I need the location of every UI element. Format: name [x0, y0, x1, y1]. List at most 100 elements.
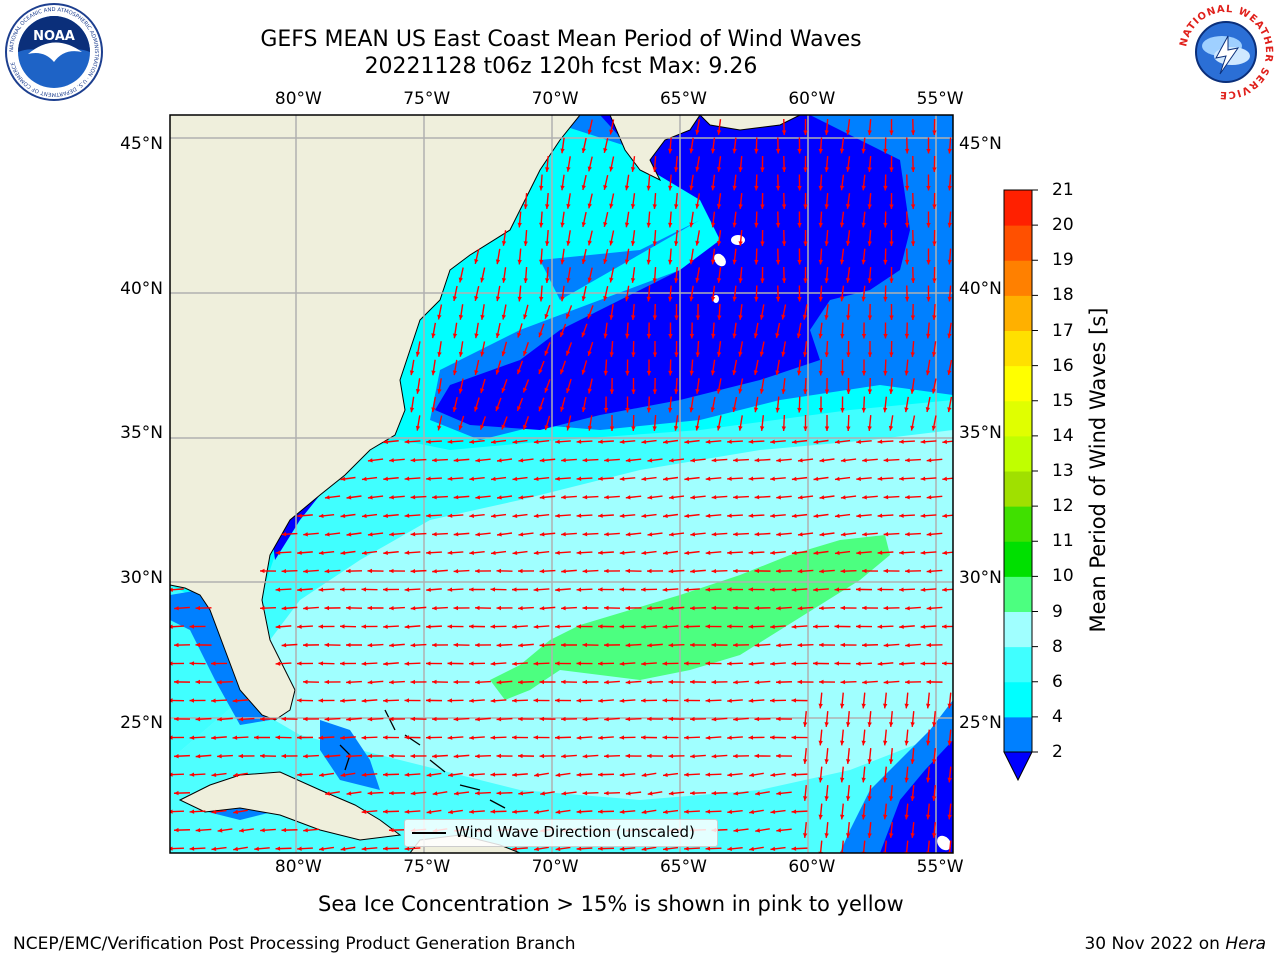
wave-direction-arrowhead [625, 458, 631, 463]
wave-direction-arrowhead [560, 406, 565, 412]
wave-direction-arrowhead [432, 569, 437, 574]
wave-direction-arrowhead [604, 495, 609, 500]
wave-direction-arrowhead [389, 643, 394, 648]
lon-tick-label: 55°W [916, 857, 964, 877]
wave-direction-arrowhead [759, 314, 765, 320]
wave-direction-arrowhead [748, 476, 754, 481]
wave-direction-arrowhead [646, 185, 651, 191]
wave-direction-arrowhead [297, 624, 302, 629]
wave-direction-arrowhead [791, 698, 797, 703]
wave-direction-arrowhead [839, 148, 845, 154]
wave-direction-arrowhead [867, 241, 872, 246]
wave-direction-arrowhead [652, 241, 657, 246]
wave-direction-arrowhead [738, 351, 743, 357]
wave-direction-arrowhead [560, 296, 565, 302]
wave-direction-arrowhead [883, 568, 889, 574]
wave-direction-arrowhead [581, 296, 586, 301]
wave-direction-arrowhead [496, 716, 502, 722]
wave-direction-arrowhead [947, 259, 952, 265]
wave-direction-arrowhead [845, 241, 851, 246]
wave-direction-arrowhead [587, 388, 592, 394]
wave-direction-arrowhead [684, 661, 689, 666]
wave-direction-arrowhead [545, 204, 550, 209]
wave-direction-arrowhead [475, 495, 481, 500]
wave-direction-arrowhead [404, 735, 410, 740]
wave-direction-arrowhead [367, 791, 373, 796]
wave-direction-arrowhead [346, 568, 351, 574]
wave-direction-arrowhead [889, 204, 894, 209]
band-2-4-north [435, 115, 910, 430]
wave-direction-arrowhead [899, 587, 904, 592]
wave-direction-arrowhead [233, 846, 239, 852]
wave-direction-arrowhead [604, 717, 609, 722]
wave-direction-arrowhead [495, 333, 500, 338]
wave-direction-arrowhead [624, 222, 630, 228]
nova-scotia-land [609, 115, 701, 182]
wave-direction-arrowhead [609, 203, 614, 209]
wave-direction-arrowhead [581, 259, 586, 264]
colorbar-tick-label: 12 [1052, 496, 1074, 517]
wave-direction-arrowhead [303, 828, 308, 833]
wave-direction-arrowhead [791, 735, 797, 740]
wave-direction-arrowhead [474, 296, 479, 301]
wave-direction-arrowhead [791, 846, 797, 851]
wave-direction-arrowhead [781, 314, 786, 320]
wave-direction-arrowhead [775, 407, 780, 413]
wave-direction-arrowhead [561, 754, 566, 759]
wave-direction-arrowhead [581, 407, 587, 413]
colorbar-extend-min [1003, 751, 1033, 782]
wave-direction-arrowhead [690, 754, 695, 759]
wave-direction-arrowhead [732, 370, 737, 376]
wave-direction-arrowhead [867, 315, 873, 320]
wave-direction-arrowhead [889, 796, 894, 801]
wave-direction-arrowhead [920, 513, 926, 518]
wave-direction-arrowhead [555, 439, 560, 444]
wave-direction-arrowhead [797, 259, 802, 265]
lat-tick-label: 25°N [120, 712, 163, 733]
wave-direction-arrowhead [383, 513, 388, 518]
wave-direction-arrowhead [598, 550, 603, 555]
wave-direction-arrowhead [910, 352, 915, 357]
wave-direction-arrowhead [818, 296, 823, 302]
wave-direction-arrowhead [555, 587, 560, 592]
wave-direction-arrowhead [281, 568, 287, 574]
wave-direction-arrowhead [705, 513, 711, 518]
wave-direction-arrowhead [555, 624, 560, 629]
wave-direction-arrowhead [647, 568, 652, 574]
wave-direction-arrowhead [818, 259, 823, 265]
wave-direction-arrowhead [239, 828, 244, 833]
wave-direction-arrowhead [297, 661, 302, 666]
wave-direction-arrowhead [517, 296, 522, 302]
wave-direction-arrowhead [490, 439, 496, 445]
wave-direction-arrowhead [867, 278, 872, 283]
wave-direction-arrowhead [904, 407, 909, 413]
wave-direction-arrowhead [410, 458, 416, 463]
wave-direction-arrowhead [652, 315, 658, 320]
wave-direction-arrowhead [641, 476, 647, 482]
wave-direction-arrowhead [447, 550, 453, 555]
wave-direction-arrowhead [727, 476, 732, 481]
wave-direction-arrowhead [754, 605, 760, 611]
wave-direction-arrowhead [668, 333, 673, 339]
wave-direction-arrowhead [518, 532, 524, 537]
wave-direction-arrowhead [824, 315, 829, 320]
wave-direction-arrowhead [324, 569, 330, 574]
wave-direction-arrowhead [367, 568, 373, 574]
wave-direction-arrowhead [834, 661, 840, 666]
wave-direction-arrowhead [754, 680, 760, 685]
wave-direction-arrowhead [689, 222, 694, 228]
wave-direction-arrowhead [545, 167, 550, 172]
wave-direction-arrowhead [260, 716, 265, 722]
wave-direction-arrowhead [404, 476, 410, 481]
wave-direction-arrowhead [926, 185, 931, 191]
wave-direction-arrowhead [447, 587, 453, 592]
wave-direction-arrowhead [862, 680, 867, 685]
wave-direction-arrowhead [534, 809, 539, 815]
lon-tick-label: 65°W [659, 857, 707, 877]
wave-direction-arrowhead [646, 333, 652, 339]
wave-direction-arrowhead [426, 439, 431, 444]
wave-direction-arrowhead [367, 532, 373, 537]
wave-direction-arrowhead [711, 717, 717, 722]
wave-direction-arrowhead [877, 550, 883, 555]
map-gridlines [170, 115, 953, 853]
